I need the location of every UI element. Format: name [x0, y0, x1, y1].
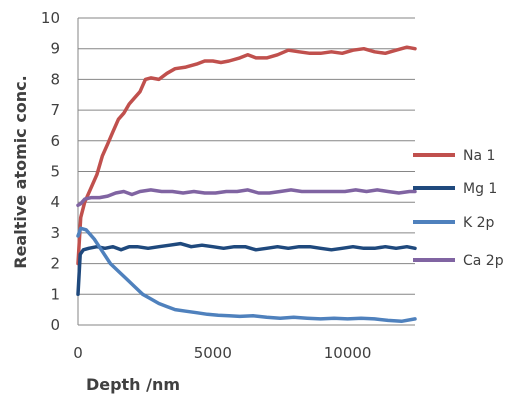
y-tick-label: 6: [50, 132, 60, 150]
y-tick-label: 7: [50, 101, 60, 119]
x-tick-label: 5000: [194, 344, 232, 362]
series-lines: [76, 45, 417, 324]
series-line-4: [76, 188, 417, 208]
legend-label-2: Mg 1: [463, 181, 497, 197]
series-line-3: [76, 226, 417, 324]
y-tick-label: 3: [50, 224, 60, 242]
y-tick-label: 9: [50, 40, 60, 58]
tick-labels: 0 1 2 3 4 5 6 7 8 9 10 0 5000 10000: [41, 9, 372, 362]
y-tick-label: 10: [41, 9, 60, 27]
series-line-1: [76, 45, 417, 266]
y-tick-label: 8: [50, 70, 60, 88]
x-tick-label: 10000: [324, 344, 372, 362]
y-tick-label: 0: [50, 316, 60, 334]
grid-lines: [78, 17, 415, 295]
y-tick-label: 5: [50, 163, 60, 181]
series-line-2: [76, 241, 417, 297]
y-tick-label: 1: [50, 285, 60, 303]
y-tick-label: 4: [50, 193, 60, 211]
legend-label-4: Ca 2p: [463, 253, 504, 269]
x-axis-title: Depth /nm: [86, 375, 180, 394]
y-tick-label: 2: [50, 255, 60, 273]
legend-label-3: K 2p: [463, 215, 495, 231]
legend-label-1: Na 1: [463, 148, 495, 164]
x-tick-label: 0: [73, 344, 83, 362]
y-axis-title: Realtive atomic conc.: [11, 75, 30, 269]
legend: Na 1 Mg 1 K 2p Ca 2p: [413, 148, 504, 269]
